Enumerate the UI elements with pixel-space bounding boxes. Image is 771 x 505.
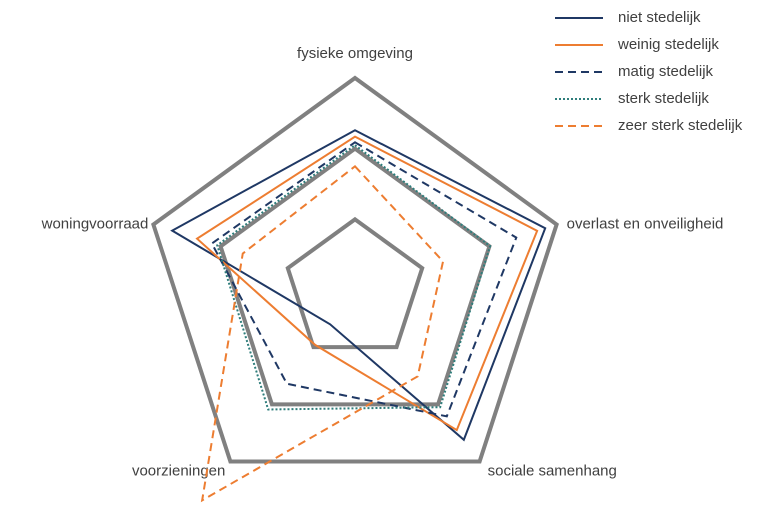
series-line [216,143,492,411]
series-line [195,135,539,432]
axis-label: voorzieningen [132,462,225,479]
axis-label: overlast en onveiligheid [567,215,724,232]
grid-ring [151,75,559,464]
legend-label: weinig stedelijk [617,36,719,53]
axis-label: woningvoorraad [41,215,149,232]
axis-label: fysieke omgeving [297,45,413,62]
grid-ring [218,146,492,407]
axis-label: sociale samenhang [488,462,617,479]
legend-label: matig stedelijk [618,63,714,80]
series-line [210,141,518,418]
legend-label: sterk stedelijk [618,90,709,107]
grid-ring [285,216,425,350]
legend-label: zeer sterk stedelijk [618,117,743,134]
series-line [200,164,445,503]
series-line [170,129,547,442]
legend-label: niet stedelijk [618,9,701,26]
